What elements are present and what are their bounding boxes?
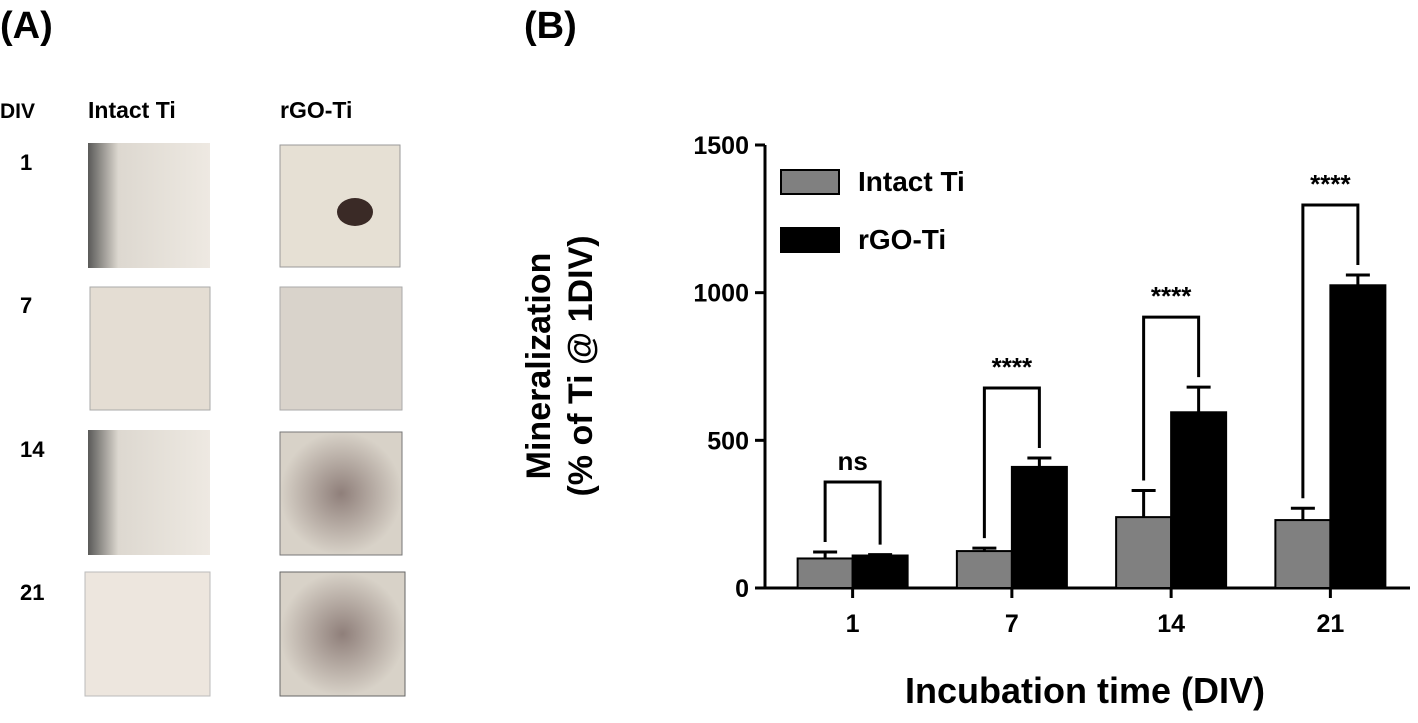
significance-label: ****: [992, 352, 1033, 382]
bar: [796, 557, 854, 590]
significance-label: ****: [1310, 169, 1351, 199]
x-tick-label: 1: [846, 610, 860, 638]
photo: [88, 143, 210, 268]
y-axis-label: (% of Ti @ 1DIV): [562, 235, 600, 496]
legend-swatch: [780, 169, 840, 195]
photo: [84, 571, 211, 697]
significance-label: ns: [837, 446, 867, 476]
x-tick-label: 7: [1005, 610, 1019, 638]
bar: [1010, 465, 1068, 589]
column-header: rGO-Ti: [280, 97, 352, 123]
error-bar: [813, 550, 838, 559]
significance-bracket: [1142, 315, 1201, 481]
significance-bracket: [823, 480, 882, 545]
bar: [1274, 519, 1332, 589]
y-axis-label: Mineralization: [520, 253, 558, 480]
error-bar: [1345, 273, 1370, 286]
error-bar: [1131, 489, 1156, 518]
error-bar: [1290, 506, 1315, 521]
y-tick-label: 500: [707, 427, 749, 455]
photo: [279, 286, 403, 411]
bar: [955, 550, 1013, 589]
legend-label: Intact Ti: [858, 166, 965, 197]
row-label: 21: [20, 580, 44, 605]
column-header: Intact Ti: [88, 97, 176, 123]
error-bar: [972, 546, 997, 552]
row-label: 7: [20, 293, 32, 318]
legend-swatch: [780, 227, 840, 253]
error-bar: [1186, 385, 1211, 413]
photo: [279, 571, 406, 697]
y-tick-label: 0: [735, 575, 749, 603]
column-header: DIV: [0, 100, 35, 123]
y-tick-label: 1000: [693, 280, 749, 308]
photo: [88, 430, 210, 555]
photo: [279, 431, 403, 556]
bar: [1329, 284, 1387, 589]
panel-label: (B): [524, 5, 577, 47]
row-label: 14: [20, 437, 45, 462]
photo: [89, 286, 211, 411]
significance-bracket: [982, 386, 1041, 539]
x-axis-label: Incubation time (DIV): [905, 670, 1265, 711]
row-label: 1: [20, 150, 32, 175]
legend-label: rGO-Ti: [858, 224, 946, 255]
y-tick-label: 1500: [693, 132, 749, 160]
error-bar: [1027, 456, 1052, 467]
significance-label: ****: [1151, 281, 1192, 311]
photo-stain: [337, 198, 373, 226]
error-bar: [868, 553, 893, 557]
bar: [1115, 516, 1173, 589]
photo-grid: [84, 143, 406, 697]
panel-label: (A): [0, 5, 53, 47]
bar: [851, 554, 909, 589]
bar: [1170, 411, 1228, 589]
x-tick-label: 21: [1316, 610, 1344, 638]
significance-bracket: [1301, 203, 1360, 499]
x-tick-label: 14: [1157, 610, 1185, 638]
